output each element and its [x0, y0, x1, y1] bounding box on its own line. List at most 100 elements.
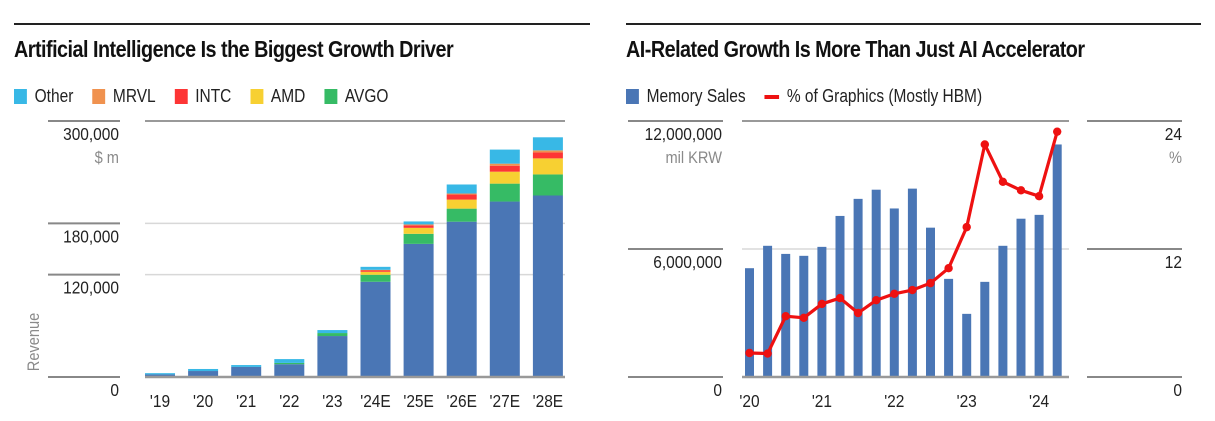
bar-segment-intc — [446, 194, 477, 200]
graphics-pct-point — [1053, 127, 1062, 136]
x-tick-label: '21 — [236, 391, 256, 411]
graphics-pct-point — [962, 222, 971, 232]
bar-segment-intc — [532, 152, 563, 159]
legend-label: MRVL — [112, 86, 156, 106]
y-axis-title: Revenue — [25, 313, 43, 372]
x-tick-label: '25E — [403, 391, 433, 411]
legend-label: AMD — [270, 86, 306, 106]
bar-segment-amd — [532, 158, 563, 175]
x-tick-label: '20 — [739, 391, 759, 411]
y-left-tick-label: 6,000,000 — [653, 252, 722, 272]
memory-sales-bar — [853, 198, 863, 377]
x-tick-label: '23 — [322, 391, 342, 411]
bar-segment-other — [231, 365, 262, 367]
graphics-pct-point — [998, 177, 1008, 186]
bar-segment-amd — [446, 199, 477, 209]
legend-swatch-avgo — [324, 89, 338, 104]
x-tick-label: '24 — [1029, 391, 1049, 411]
x-tick-label: '26E — [446, 391, 476, 411]
chart-title: AI-Related Growth Is More Than Just AI A… — [626, 36, 1085, 62]
legend-swatch-line — [764, 94, 780, 99]
bar-segment-other — [446, 184, 477, 194]
legend-label: Memory Sales — [646, 86, 746, 106]
bar-segment-mrvl — [403, 224, 434, 226]
graphics-pct-point — [763, 349, 772, 358]
memory-sales-bar — [926, 227, 935, 377]
graphics-pct-point — [926, 278, 935, 288]
legend-item-intc: INTC — [174, 86, 232, 107]
memory-sales-bar — [1052, 144, 1062, 377]
legend-label: AVGO — [344, 86, 389, 106]
y-right-unit-label: % — [1169, 149, 1182, 167]
bar-segment-avgo — [274, 362, 305, 365]
x-tick-label: '19 — [150, 391, 170, 411]
legend-item-avgo: AVGO — [324, 86, 388, 107]
graphics-pct-point — [890, 289, 899, 298]
bar-segment-avgo — [317, 333, 348, 337]
graphics-pct-point — [799, 313, 808, 322]
legend-item-graphics-pct: % of Graphics (Mostly HBM) — [764, 86, 982, 107]
bar-segment-amd — [403, 227, 434, 234]
graphics-pct-point — [853, 308, 863, 318]
y-left-tick-label: 12,000,000 — [645, 124, 722, 144]
bar-segment-other — [489, 149, 520, 164]
bar-segment-avgo — [532, 174, 563, 196]
memory-sales-bar — [1016, 218, 1026, 377]
x-tick-label: '23 — [957, 391, 977, 411]
legend-label: Other — [34, 86, 74, 106]
bar-segment-nvda — [446, 221, 477, 377]
bar-segment-other — [317, 330, 348, 334]
right-chart-panel: AI-Related Growth Is More Than Just AI A… — [610, 0, 1215, 421]
legend-swatch-other — [14, 89, 27, 104]
legend-label: % of Graphics (Mostly HBM) — [786, 86, 983, 106]
legend: Other MRVL INTC AMD AVGO — [14, 86, 407, 107]
bar-segment-mrvl — [489, 163, 520, 166]
bar-segment-nvda — [360, 281, 391, 377]
graphics-pct-point — [908, 285, 917, 295]
bar-segment-avgo — [403, 233, 434, 244]
bar-segment-avgo — [489, 183, 520, 202]
legend: Memory Sales % of Graphics (Mostly HBM) — [626, 86, 1001, 107]
bar-segment-other — [403, 221, 434, 225]
bar-segment-mrvl — [446, 193, 477, 195]
y-tick-label: 180,000 — [63, 226, 119, 246]
memory-sales-bar — [907, 188, 917, 377]
legend-swatch-memory — [626, 89, 639, 104]
graphics-pct-point — [944, 264, 953, 273]
graphics-pct-line — [749, 131, 1059, 356]
bar-segment-nvda — [188, 371, 219, 377]
title-rule — [14, 23, 590, 25]
memory-sales-bar — [817, 246, 827, 377]
legend-label: INTC — [195, 86, 232, 106]
y-right-tick-label: 12 — [1165, 252, 1182, 272]
bar-segment-intc — [403, 225, 434, 228]
bar-segment-amd — [360, 271, 391, 275]
bar-segment-avgo — [360, 274, 391, 282]
bar-segment-intc — [489, 165, 520, 172]
legend-swatch-mrvl — [92, 89, 106, 104]
bar-segment-nvda — [403, 243, 434, 377]
x-tick-label: '24E — [360, 391, 390, 411]
memory-sales-bar — [944, 278, 954, 377]
x-tick-label: '21 — [812, 391, 832, 411]
y-left-tick-label: 0 — [713, 380, 722, 400]
bar-segment-other — [188, 368, 219, 372]
legend-item-amd: AMD — [250, 86, 305, 107]
graphics-pct-point — [872, 296, 881, 305]
bar-segment-nvda — [231, 366, 262, 377]
memory-sales-bar — [1034, 214, 1044, 377]
legend-item-memory-sales: Memory Sales — [626, 86, 746, 107]
graphics-pct-point — [980, 140, 989, 149]
bar-segment-amd — [489, 171, 520, 184]
y-unit-label: $ m — [95, 149, 119, 167]
bar-segment-avgo — [446, 208, 477, 222]
y-tick-label: 300,000 — [63, 124, 119, 144]
y-right-tick-label: 24 — [1165, 124, 1182, 144]
x-tick-label: '28E — [533, 391, 563, 411]
x-tick-label: '20 — [193, 391, 213, 411]
y-left-unit-label: mil KRW — [665, 149, 722, 167]
graphics-pct-point — [745, 348, 754, 358]
legend-swatch-intc — [174, 89, 188, 104]
bar-segment-nvda — [489, 201, 520, 377]
bar-segment-nvda — [317, 336, 348, 377]
